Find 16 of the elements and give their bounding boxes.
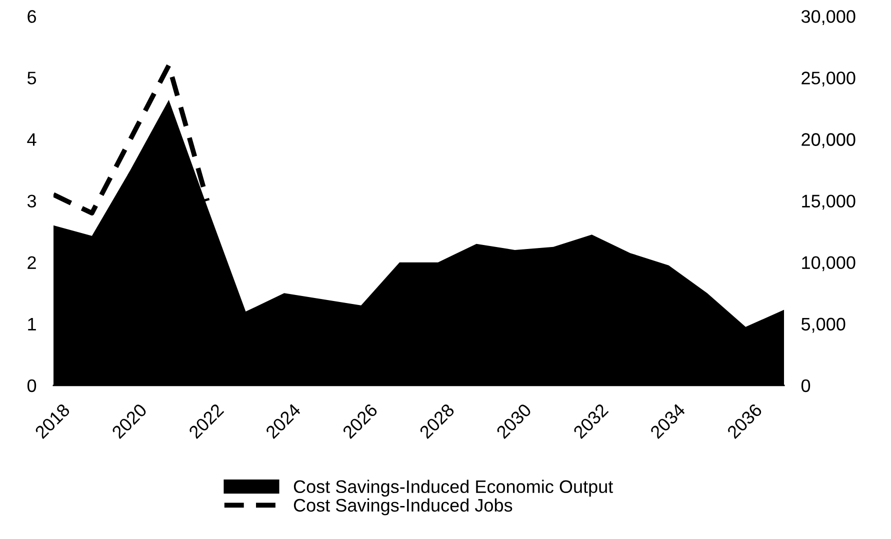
y2-tick-label: 5,000	[801, 318, 846, 333]
y-tick-label: 2	[28, 256, 36, 269]
y2-tick-label: 0	[801, 379, 810, 392]
y-tick-label: 3	[27, 194, 36, 208]
y-tick-label: 0	[27, 379, 36, 392]
y2-tick-label: 25,000	[802, 72, 856, 87]
y-tick-label: 5	[27, 72, 36, 84]
y2-tick-label: 15,000	[802, 194, 856, 210]
legend-label: Cost Savings-Induced Economic Output	[294, 480, 614, 497]
y-tick-label: 6	[28, 10, 36, 23]
legend-label: Cost Savings-Induced Jobs	[294, 498, 512, 516]
y2-tick-label: 30,000	[801, 10, 856, 26]
y-tick-label: 1	[28, 318, 36, 330]
y2-tick-label: 20,000	[802, 133, 856, 148]
y2-tick-label: 10,000	[802, 256, 856, 272]
y-tick-label: 4	[27, 133, 36, 146]
